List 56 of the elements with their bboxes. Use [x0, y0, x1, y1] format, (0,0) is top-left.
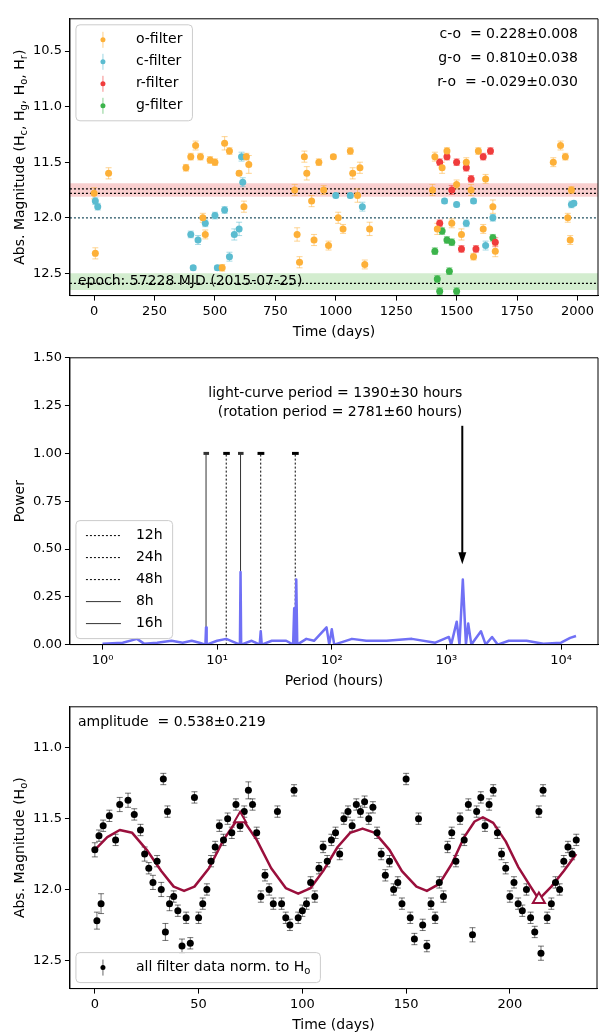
y-tick-label: 0.00	[32, 635, 62, 651]
legend-label: 12h	[135, 526, 163, 543]
legend-label: g-filter	[135, 96, 183, 113]
y-tick-label: 12.0	[32, 880, 62, 896]
legend-label: 16h	[135, 614, 163, 631]
annotation: r-o = -0.029±0.030	[437, 73, 579, 90]
annotation: g-o = 0.810±0.038	[438, 49, 578, 66]
y-axis-title: Abs. Magnitude (Ho)	[10, 777, 29, 919]
y-tick-label: 11.5	[32, 153, 62, 169]
x-tick-label: 0	[90, 995, 99, 1011]
x-tick-label: 2000	[560, 302, 594, 318]
x-tick-label: 100	[289, 995, 315, 1011]
x-tick-label: 1500	[440, 302, 474, 318]
annotation: epoch: 57228 MJD (2015-07-25)	[77, 272, 303, 289]
x-tick-label: 1000	[319, 302, 353, 318]
y-tick-label: 12.5	[32, 264, 62, 280]
y-tick-label: 0.25	[32, 588, 62, 604]
annotation: light-curve period = 1390±30 hours (rotation period = 2781±60 hours)	[208, 384, 463, 420]
x-axis-title: Time (days)	[291, 323, 376, 340]
x-axis-title: Period (hours)	[284, 672, 384, 689]
legend-label: 8h	[135, 592, 154, 609]
x-tick-label: 0	[89, 302, 99, 318]
legend-label: 48h	[135, 570, 163, 587]
x-tick-label: 200	[497, 995, 523, 1011]
y-tick-label: 11.0	[32, 739, 62, 755]
legend-label: r-filter	[135, 74, 179, 91]
y-tick-label: 0.50	[32, 540, 62, 556]
legend-label: c-filter	[135, 52, 182, 69]
y-tick-label: 12.0	[32, 209, 62, 225]
annotation: amplitude = 0.538±0.219	[77, 713, 266, 730]
y-tick-label: 1.00	[32, 444, 62, 460]
y-tick-label: 12.5	[32, 951, 62, 967]
y-tick-label: 0.75	[32, 492, 62, 508]
legend-label: o-filter	[135, 30, 183, 47]
x-tick-label: 10⁴	[550, 651, 572, 667]
x-tick-label: 150	[393, 995, 419, 1011]
x-tick-label: 1250	[379, 302, 413, 318]
text: Abs. Magnitude (Hc, Hg, Ho, Hr)	[10, 49, 29, 265]
x-tick-label: 10⁰	[91, 651, 114, 667]
x-tick-label: 500	[202, 302, 228, 318]
x-tick-label: 1750	[500, 302, 534, 318]
y-tick-label: 1.25	[32, 396, 62, 412]
x-axis-title: Time (days)	[291, 1016, 375, 1033]
y-axis-title: Power	[10, 479, 27, 523]
x-tick-label: 750	[262, 302, 288, 318]
x-tick-label: 50	[190, 995, 207, 1011]
y-tick-label: 1.50	[32, 349, 62, 365]
annotation: c-o = 0.228±0.008	[439, 25, 578, 42]
x-tick-label: 10²	[320, 651, 343, 667]
y-tick-label: 11.0	[32, 98, 62, 113]
y-tick-label: 10.5	[32, 42, 62, 58]
y-tick-label: 11.5	[32, 810, 62, 826]
x-tick-label: 250	[142, 302, 167, 318]
legend-label: 24h	[135, 548, 163, 565]
x-tick-label: 10³	[435, 651, 458, 667]
x-tick-label: 10¹	[206, 651, 229, 667]
